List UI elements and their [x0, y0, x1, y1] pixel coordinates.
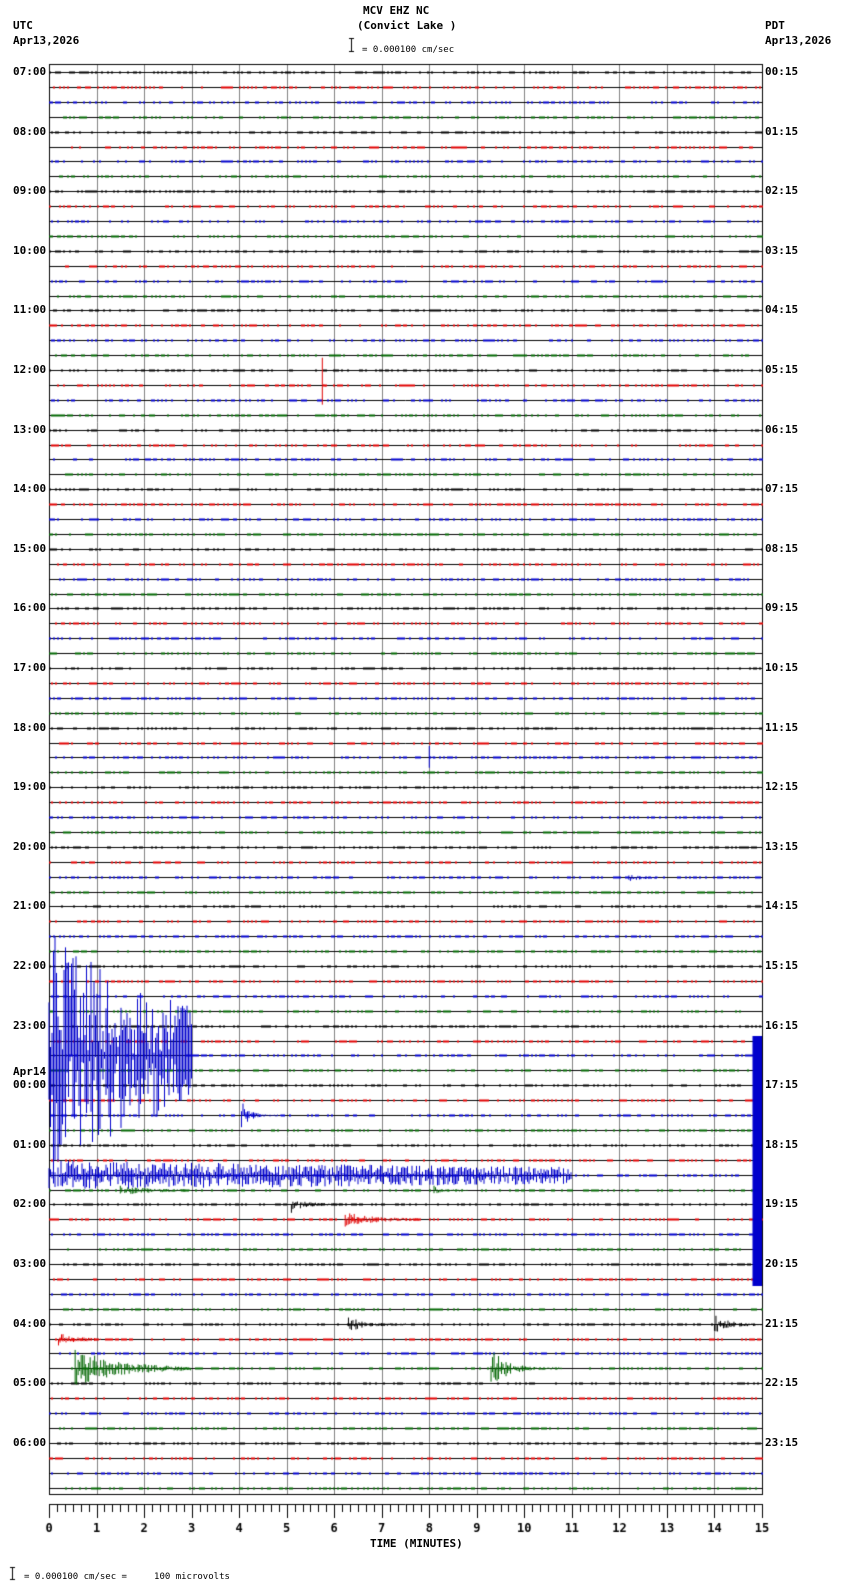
pdt-hour-label: 06:15 [765, 422, 799, 436]
x-axis-title: TIME (MINUTES) [370, 1537, 463, 1550]
pdt-hour-label: 21:15 [765, 1316, 799, 1330]
pdt-hour-label: 23:15 [765, 1435, 799, 1449]
utc-hour-label: 22:00 [13, 958, 47, 972]
date-change-label: Apr14 [13, 1064, 47, 1078]
utc-hour-label: 04:00 [13, 1316, 47, 1330]
pdt-hour-label: 02:15 [765, 183, 799, 197]
pdt-hour-label: 09:15 [765, 600, 799, 614]
left-date: Apr13,2026 [13, 34, 80, 47]
pdt-hour-label: 16:15 [765, 1018, 799, 1032]
scale-note: = 0.000100 cm/sec = 100 microvolts [24, 1572, 230, 1582]
pdt-hour-label: 10:15 [765, 660, 799, 674]
pdt-hour-label: 04:15 [765, 302, 799, 316]
utc-hour-label: 20:00 [13, 839, 47, 853]
utc-hour-label: 02:00 [13, 1196, 47, 1210]
utc-hour-label: 21:00 [13, 898, 47, 912]
utc-hour-label: 00:00 [13, 1077, 47, 1091]
pdt-hour-label: 19:15 [765, 1196, 799, 1210]
utc-hour-label: 18:00 [13, 720, 47, 734]
left-timezone: UTC [13, 19, 33, 32]
pdt-hour-label: 01:15 [765, 124, 799, 138]
right-date: Apr13,2026 [765, 34, 832, 47]
pdt-hour-label: 03:15 [765, 243, 799, 257]
utc-hour-label: 08:00 [13, 124, 47, 138]
pdt-hour-label: 17:15 [765, 1077, 799, 1091]
pdt-hour-label: 18:15 [765, 1137, 799, 1151]
utc-hour-label: 19:00 [13, 779, 47, 793]
pdt-hour-label: 14:15 [765, 898, 799, 912]
utc-hour-label: 17:00 [13, 660, 47, 674]
utc-hour-label: 14:00 [13, 481, 47, 495]
pdt-hour-label: 15:15 [765, 958, 799, 972]
station-title: MCV EHZ NC [363, 4, 430, 17]
utc-hour-label: 05:00 [13, 1375, 47, 1389]
scale-label: = 0.000100 cm/sec [362, 45, 455, 55]
utc-hour-label: 09:00 [13, 183, 47, 197]
utc-hour-label: 23:00 [13, 1018, 47, 1032]
station-location: (Convict Lake ) [357, 19, 457, 32]
pdt-hour-label: 00:15 [765, 64, 799, 78]
pdt-hour-label: 07:15 [765, 481, 799, 495]
pdt-hour-label: 13:15 [765, 839, 799, 853]
pdt-hour-label: 20:15 [765, 1256, 799, 1270]
right-timezone: PDT [765, 19, 785, 32]
utc-hour-label: 01:00 [13, 1137, 47, 1151]
utc-hour-label: 11:00 [13, 302, 47, 316]
utc-hour-label: 16:00 [13, 600, 47, 614]
utc-hour-label: 12:00 [13, 362, 47, 376]
pdt-hour-label: 08:15 [765, 541, 799, 555]
pdt-hour-label: 22:15 [765, 1375, 799, 1389]
utc-hour-label: 03:00 [13, 1256, 47, 1270]
utc-hour-label: 15:00 [13, 541, 47, 555]
utc-hour-label: 10:00 [13, 243, 47, 257]
pdt-hour-label: 12:15 [765, 779, 799, 793]
utc-hour-label: 13:00 [13, 422, 47, 436]
pdt-hour-label: 11:15 [765, 720, 799, 734]
utc-hour-label: 06:00 [13, 1435, 47, 1449]
pdt-hour-label: 05:15 [765, 362, 799, 376]
utc-hour-label: 07:00 [13, 64, 47, 78]
